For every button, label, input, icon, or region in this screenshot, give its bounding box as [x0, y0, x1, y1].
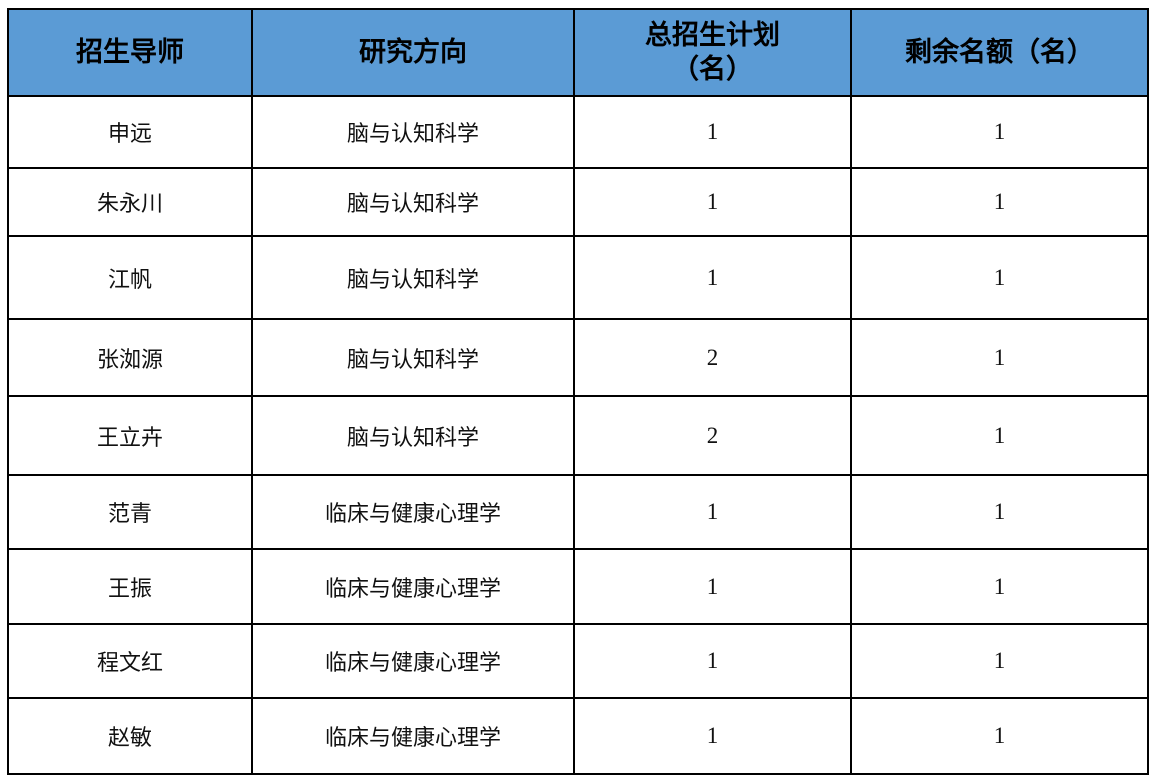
advisor-cell: 王振: [7, 548, 253, 625]
direction-cell: 临床与健康心理学: [251, 697, 575, 775]
total-plan-cell: 2: [573, 395, 852, 476]
remaining-cell: 1: [850, 235, 1149, 320]
remaining-cell: 1: [850, 548, 1149, 625]
direction-cell: 脑与认知科学: [251, 318, 575, 397]
remaining-cell: 1: [850, 395, 1149, 476]
remaining-cell: 1: [850, 474, 1149, 550]
remaining-cell: 1: [850, 623, 1149, 699]
direction-cell: 临床与健康心理学: [251, 548, 575, 625]
total-plan-cell: 1: [573, 623, 852, 699]
advisor-cell: 张洳源: [7, 318, 253, 397]
direction-cell: 临床与健康心理学: [251, 623, 575, 699]
table-row: 朱永川 脑与认知科学 1 1: [7, 167, 1149, 237]
header-row: 招生导师 研究方向 总招生计划（名） 剩余名额（名）: [7, 8, 1149, 97]
header-direction: 研究方向: [251, 8, 575, 97]
direction-cell: 临床与健康心理学: [251, 474, 575, 550]
advisor-cell: 王立卉: [7, 395, 253, 476]
remaining-cell: 1: [850, 318, 1149, 397]
header-remaining: 剩余名额（名）: [850, 8, 1149, 97]
header-total-plan: 总招生计划（名）: [573, 8, 852, 97]
total-plan-cell: 1: [573, 235, 852, 320]
table-row: 王立卉 脑与认知科学 2 1: [7, 395, 1149, 476]
table-row: 江帆 脑与认知科学 1 1: [7, 235, 1149, 320]
total-plan-cell: 2: [573, 318, 852, 397]
advisor-cell: 江帆: [7, 235, 253, 320]
enrollment-table: 招生导师 研究方向 总招生计划（名） 剩余名额（名） 申远 脑与认知科学 1 1 朱永川…: [7, 8, 1149, 775]
table-row: 申远 脑与认知科学 1 1: [7, 95, 1149, 169]
table-row: 王振 临床与健康心理学 1 1: [7, 548, 1149, 625]
total-plan-cell: 1: [573, 697, 852, 775]
total-plan-cell: 1: [573, 95, 852, 169]
table-row: 范青 临床与健康心理学 1 1: [7, 474, 1149, 550]
table-row: 程文红 临床与健康心理学 1 1: [7, 623, 1149, 699]
total-plan-cell: 1: [573, 167, 852, 237]
total-plan-cell: 1: [573, 548, 852, 625]
remaining-cell: 1: [850, 697, 1149, 775]
remaining-cell: 1: [850, 95, 1149, 169]
advisor-cell: 赵敏: [7, 697, 253, 775]
direction-cell: 脑与认知科学: [251, 95, 575, 169]
direction-cell: 脑与认知科学: [251, 395, 575, 476]
advisor-cell: 朱永川: [7, 167, 253, 237]
direction-cell: 脑与认知科学: [251, 235, 575, 320]
advisor-cell: 申远: [7, 95, 253, 169]
direction-cell: 脑与认知科学: [251, 167, 575, 237]
remaining-cell: 1: [850, 167, 1149, 237]
total-plan-cell: 1: [573, 474, 852, 550]
advisor-cell: 程文红: [7, 623, 253, 699]
advisor-cell: 范青: [7, 474, 253, 550]
header-advisor: 招生导师: [7, 8, 253, 97]
table-row: 张洳源 脑与认知科学 2 1: [7, 318, 1149, 397]
table-row: 赵敏 临床与健康心理学 1 1: [7, 697, 1149, 775]
